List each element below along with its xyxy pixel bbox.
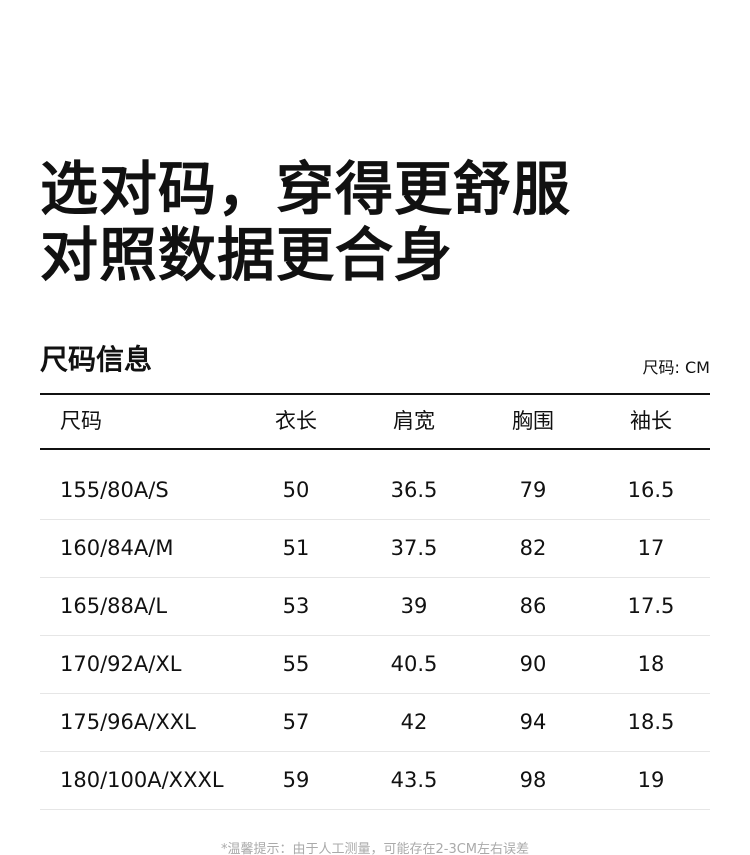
table-cell: 16.5 (627, 478, 675, 502)
table-cell: 57 (282, 710, 310, 734)
table-cell: 36.5 (390, 478, 438, 502)
table-cell: 18.5 (627, 710, 675, 734)
header-bottom-divider (40, 448, 710, 450)
table-row: 175/96A/XXL 57 42 94 18.5 (40, 693, 710, 752)
header-cell: 衣长 (275, 409, 317, 433)
table-cell: 94 (519, 710, 547, 734)
table-cell: 165/88A/L (60, 594, 168, 618)
table-cell: 55 (282, 652, 310, 676)
table-cell: 19 (637, 768, 665, 792)
table-row: 160/84A/M 51 37.5 82 17 (40, 519, 710, 578)
table-row: 155/80A/S 50 36.5 79 16.5 (40, 461, 710, 520)
table-header: 尺码 衣长 肩宽 胸围 袖长 (40, 392, 710, 450)
table-cell: 59 (282, 768, 310, 792)
table-cell: 40.5 (390, 652, 438, 676)
header-top-divider (40, 393, 710, 395)
unit-label: 尺码: CM (642, 358, 710, 377)
header-cell: 尺码 (60, 409, 102, 433)
table-cell: 90 (519, 652, 547, 676)
table-cell: 42 (400, 710, 428, 734)
section-title: 尺码信息 (40, 343, 153, 376)
table-cell: 175/96A/XXL (60, 710, 196, 734)
table-cell: 53 (282, 594, 310, 618)
table-cell: 79 (519, 478, 547, 502)
header-cell: 肩宽 (393, 409, 435, 433)
footnote: *温馨提示：由于人工测量，可能存在2-3CM左右误差 (220, 842, 530, 855)
header-cell: 胸围 (512, 409, 554, 433)
table-cell: 43.5 (390, 768, 438, 792)
table-cell: 50 (282, 478, 310, 502)
table-cell: 51 (282, 536, 310, 560)
table-row: 180/100A/XXXL 59 43.5 98 19 (40, 751, 710, 810)
headline-line-1: 选对码，穿得更舒服 (40, 155, 572, 223)
table-cell: 39 (400, 594, 428, 618)
table-row: 170/92A/XL 55 40.5 90 18 (40, 635, 710, 694)
table-row: 165/88A/L 53 39 86 17.5 (40, 577, 710, 636)
table-cell: 170/92A/XL (60, 652, 182, 676)
table-cell: 17.5 (627, 594, 675, 618)
table-cell: 86 (519, 594, 547, 618)
table-cell: 160/84A/M (60, 536, 174, 560)
table-cell: 37.5 (390, 536, 438, 560)
table-cell: 98 (519, 768, 547, 792)
table-cell: 155/80A/S (60, 478, 169, 502)
table-cell: 18 (637, 652, 665, 676)
headline-line-2: 对照数据更合身 (40, 221, 454, 289)
table-cell: 180/100A/XXXL (60, 768, 224, 792)
table-cell: 82 (519, 536, 547, 560)
header-cell: 袖长 (630, 409, 672, 433)
table-cell: 17 (637, 536, 665, 560)
